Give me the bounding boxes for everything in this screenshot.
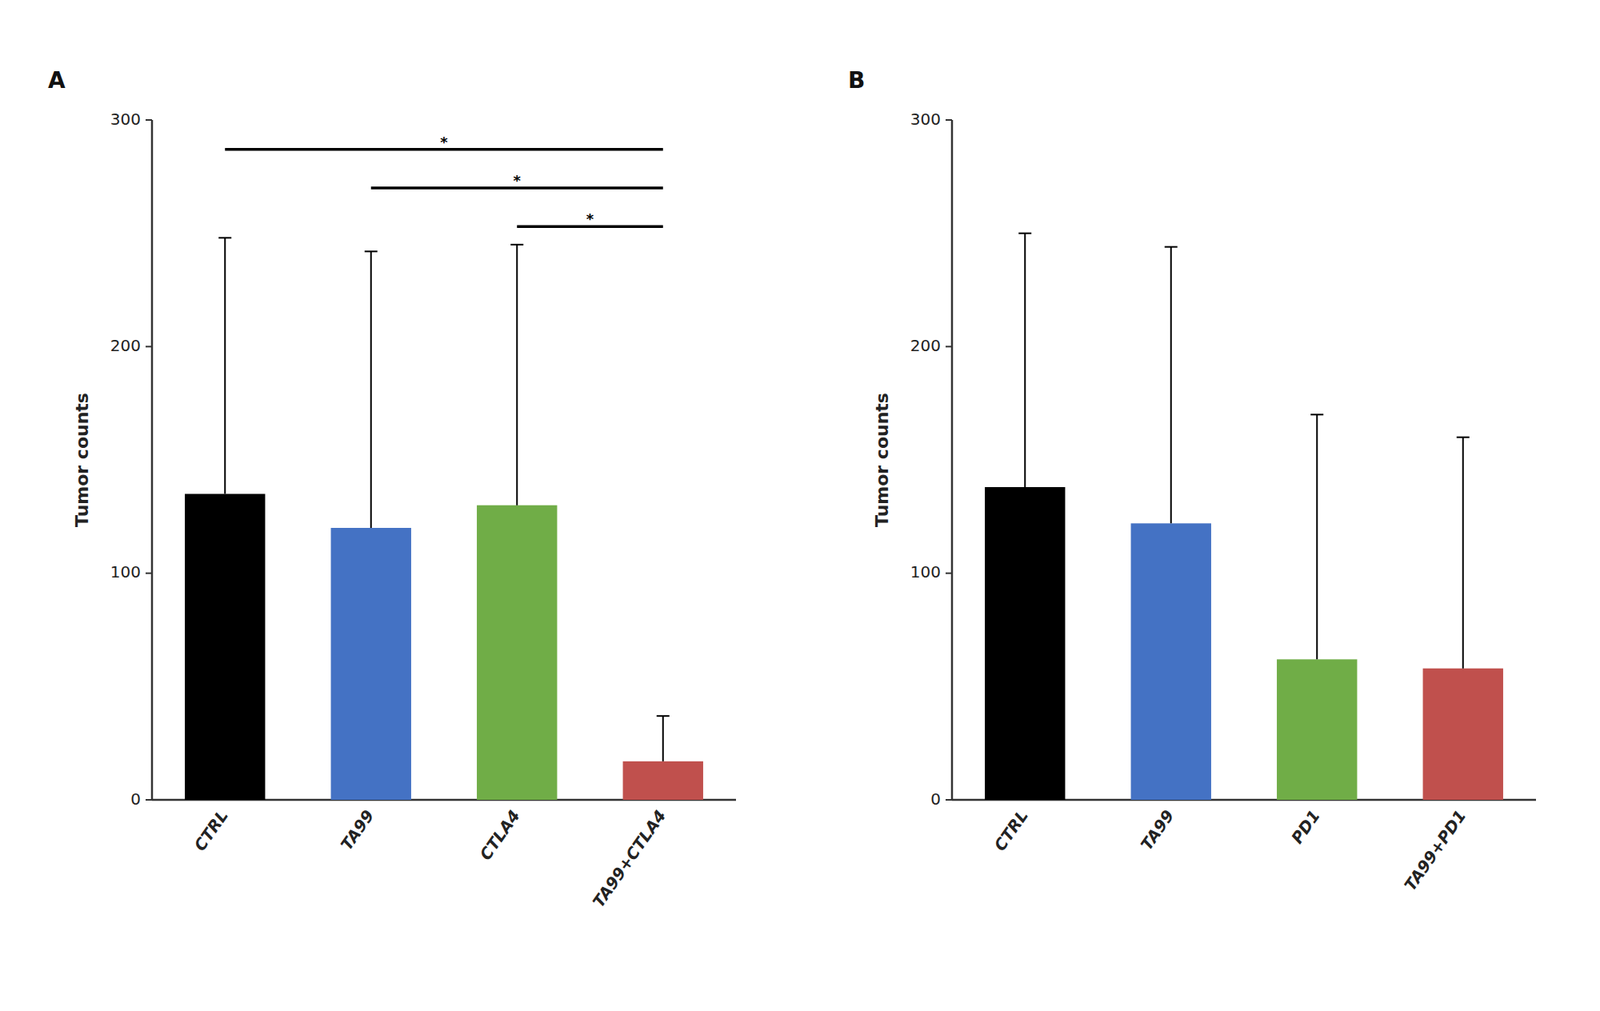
error-cap: [656, 715, 670, 717]
panel-label: A: [48, 67, 66, 94]
bar: [1423, 668, 1504, 800]
error-cap: [1164, 246, 1178, 248]
error-stem: [224, 237, 226, 494]
error-bar: [218, 237, 232, 494]
marks: [984, 233, 1504, 800]
x-tick-label: CTLA4: [476, 806, 524, 864]
y-axis-label: Tumor counts: [872, 392, 892, 528]
error-bar: [1456, 437, 1470, 669]
y-tick-label: 0: [130, 789, 141, 809]
error-cap: [364, 250, 378, 252]
error-stem: [1024, 233, 1026, 488]
error-cap: [1310, 413, 1324, 416]
error-bar: [510, 244, 524, 506]
error-stem: [370, 251, 372, 528]
error-bar: [364, 251, 378, 528]
x-tick-label: PD1: [1287, 806, 1324, 848]
marks: [184, 237, 704, 800]
y-tick-label: 200: [110, 336, 141, 356]
error-bar: [656, 716, 670, 762]
x-tick-label: TA99+PD1: [1400, 806, 1470, 895]
y-tick-label: 100: [910, 562, 941, 582]
y-axis: [151, 120, 154, 800]
error-bar: [1164, 247, 1178, 524]
error-bar: [1310, 414, 1324, 660]
error-stem: [1170, 247, 1172, 524]
error-stem: [516, 244, 518, 506]
y-axis: [951, 120, 954, 800]
error-cap: [218, 236, 232, 239]
y-tick-label: 0: [930, 789, 941, 809]
y-axis-label: Tumor counts: [72, 392, 92, 528]
error-stem: [1462, 437, 1464, 669]
bar: [476, 505, 557, 800]
x-tick-label: TA99: [1136, 806, 1178, 854]
x-tick-label: CTRL: [990, 806, 1032, 855]
chart: 0 100 200 300 Tumor counts A CTRL TA99 CTLA4 TA99…: [0, 0, 1600, 1011]
error-cap: [510, 244, 524, 246]
significance-label: *: [440, 133, 448, 151]
bar: [984, 487, 1065, 800]
bar: [1131, 523, 1212, 800]
y-tick-label: 300: [110, 109, 141, 129]
bar: [331, 528, 412, 800]
significance-label: *: [513, 172, 522, 189]
x-tick-label: TA99+CTLA4: [588, 806, 670, 912]
panel: 0 100 200 300 Tumor counts B CTRL TA99 PD1 TA99+P…: [848, 67, 1536, 895]
error-stem: [662, 716, 664, 762]
error-cap: [1456, 436, 1470, 439]
y-tick-label: 100: [110, 562, 141, 582]
error-bar: [1018, 233, 1032, 488]
background: [0, 0, 1600, 1011]
panel: 0 100 200 300 Tumor counts A CTRL TA99 CTLA4 TA99…: [48, 67, 736, 912]
x-tick-label: CTRL: [190, 806, 232, 855]
x-tick-label: TA99: [336, 806, 378, 854]
y-tick-label: 300: [910, 109, 941, 129]
y-tick-label: 200: [910, 336, 941, 356]
bar: [623, 761, 704, 800]
panel-label: B: [848, 67, 865, 94]
significance-label: *: [586, 210, 595, 228]
bar: [184, 494, 265, 801]
error-stem: [1316, 414, 1318, 660]
bar: [1276, 659, 1357, 800]
error-cap: [1018, 232, 1032, 235]
